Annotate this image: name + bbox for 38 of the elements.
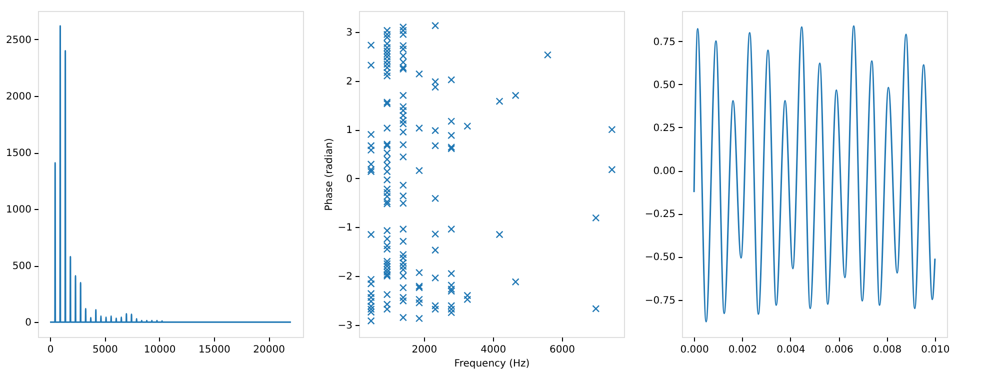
- x-axis-title: Frequency (Hz): [454, 358, 530, 370]
- y-tick-label: −3: [338, 320, 352, 332]
- x-tick-label: 0.006: [824, 344, 854, 356]
- x-tick-label: 10000: [144, 344, 176, 356]
- x-tick-label: 4000: [480, 344, 506, 356]
- y-tick-label: 0: [25, 318, 32, 329]
- y-tick-label: 500: [12, 261, 32, 272]
- y-tick-label: 0: [346, 174, 352, 185]
- y-tick-label: 0.00: [653, 166, 676, 178]
- x-tick-label: 0.002: [728, 344, 758, 356]
- x-tick-label: 0.000: [680, 344, 709, 356]
- y-tick-label: 2000: [6, 91, 32, 102]
- x-tick-label: 6000: [550, 344, 575, 356]
- x-tick-label: 0: [47, 344, 54, 356]
- x-tick-label: 0.010: [921, 344, 950, 356]
- y-tick-label: 2: [346, 76, 352, 88]
- y-tick-label: −2: [338, 271, 352, 282]
- y-tick-label: 0.50: [653, 80, 676, 91]
- x-tick-label: 0.008: [872, 344, 902, 356]
- x-tick-label: 2000: [412, 344, 438, 356]
- line-series: [49, 25, 292, 323]
- y-tick-label: −0.50: [644, 252, 676, 264]
- line-series: [693, 25, 936, 322]
- y-tick-label: 1000: [6, 204, 32, 216]
- y-tick-label: −0.75: [644, 295, 676, 306]
- x-tick-label: 15000: [198, 344, 230, 356]
- x-tick-label: 5000: [92, 344, 118, 356]
- x-tick-label: 0.004: [776, 344, 806, 356]
- x-tick-label: 20000: [253, 344, 285, 356]
- y-tick-label: 0.75: [653, 36, 676, 48]
- y-tick-label: −1: [338, 222, 352, 234]
- y-tick-label: 0.25: [653, 122, 676, 134]
- y-tick-label: 3: [346, 27, 352, 38]
- y-tick-label: 2500: [6, 34, 32, 46]
- y-tick-label: 1: [346, 125, 352, 136]
- y-tick-label: 1500: [6, 148, 32, 160]
- y-tick-label: −0.25: [644, 209, 676, 220]
- y-axis-title: Phase (radian): [324, 138, 335, 211]
